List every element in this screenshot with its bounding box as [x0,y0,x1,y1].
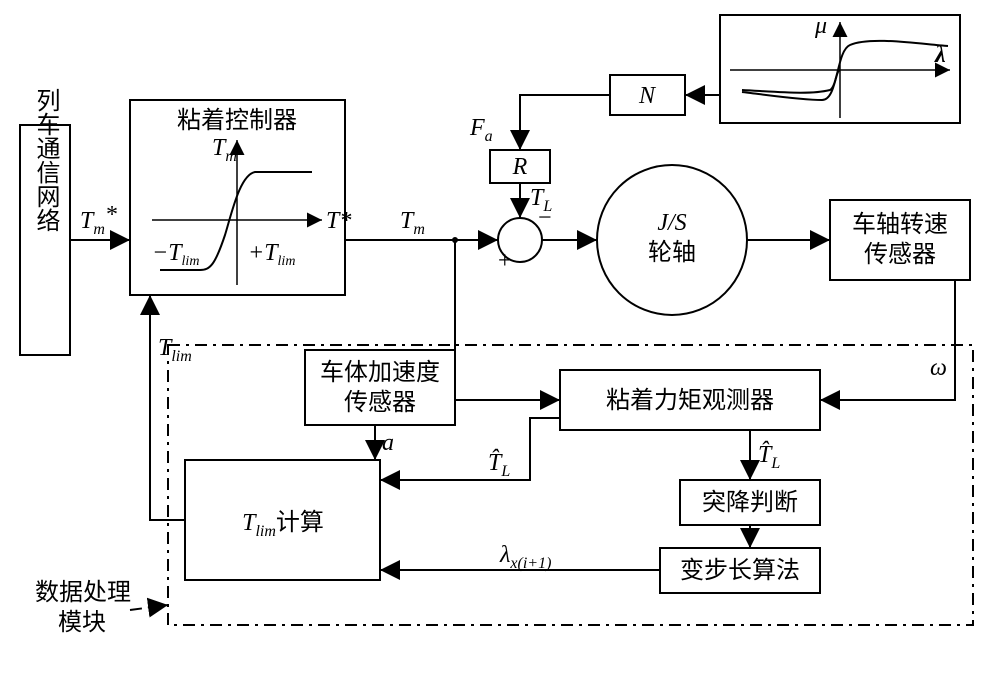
tcn-label: 列车通信网络 [32,88,60,232]
n-label: N [638,83,657,109]
tl: TL [530,185,552,215]
w-n-r [520,95,610,150]
controller-title: 粘着控制器 [177,107,297,134]
accel-l1: 车体加速度 [320,359,440,386]
dpm-l1: 数据处理 [35,579,131,606]
obs-label: 粘着力矩观测器 [606,387,774,414]
dpm-l2: 模块 [58,609,106,636]
mu-label: μ [814,13,827,39]
ctrl-xlabel: T* [326,208,351,234]
dpm-pointer [130,605,168,610]
lambdax: λx(i+1) [499,542,551,572]
w-obs-tlim [380,418,560,480]
drop-label: 突降判断 [702,489,798,516]
plus-sign: + [498,248,512,274]
tlhat2: T̂L [758,441,780,472]
tm-out: Tm [400,208,425,238]
r-label: R [512,154,528,180]
tlim-up: Tlim [158,335,192,365]
tmstar: Tm* [80,202,117,238]
fa: Fa [469,115,493,145]
speed-l2: 传感器 [864,241,936,268]
wheel-js: J/S [657,210,686,236]
w-speed-obs [820,280,955,400]
speed-l1: 车轴转速 [852,211,948,238]
a-label: a [382,430,394,456]
wheel-label: 轮轴 [648,239,696,266]
tlhat1: T̂L [488,449,510,480]
tlim-label: Tlim计算 [242,509,324,540]
accel-l2: 传感器 [344,389,416,416]
omega: ω [930,355,947,381]
step-label: 变步长算法 [680,557,800,584]
